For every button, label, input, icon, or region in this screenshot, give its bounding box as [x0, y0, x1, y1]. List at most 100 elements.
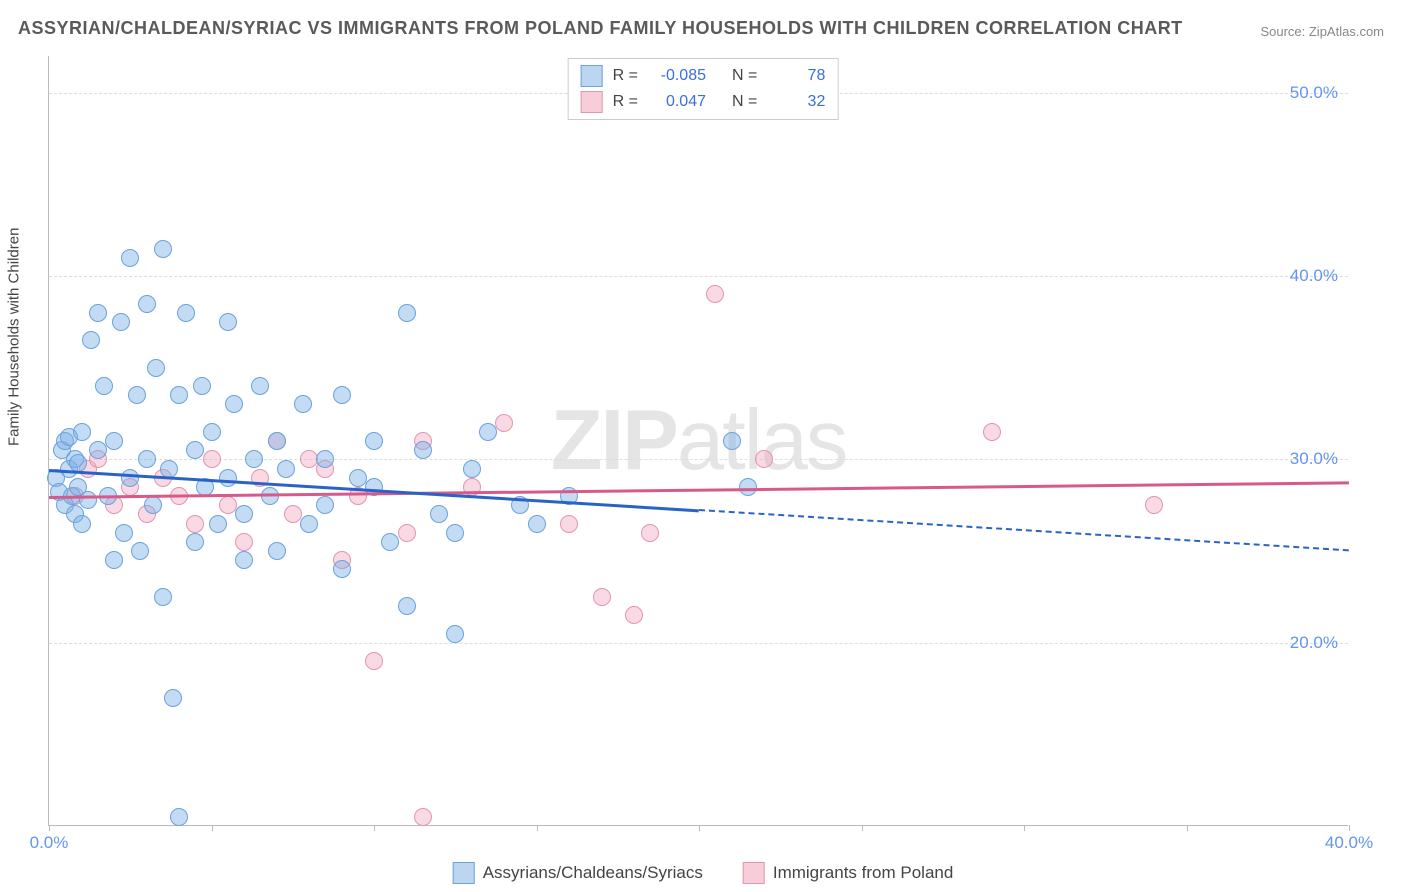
- scatter-point-blue: [723, 432, 741, 450]
- chart-title: ASSYRIAN/CHALDEAN/SYRIAC VS IMMIGRANTS F…: [18, 18, 1183, 39]
- watermark: ZIPatlas: [551, 392, 847, 490]
- scatter-point-blue: [89, 441, 107, 459]
- n-value-pink: 32: [767, 93, 825, 111]
- x-tick-mark: [862, 825, 863, 831]
- scatter-point-blue: [381, 533, 399, 551]
- scatter-point-blue: [316, 496, 334, 514]
- swatch-blue-icon: [453, 862, 475, 884]
- scatter-point-pink: [219, 496, 237, 514]
- x-tick-label: 40.0%: [1325, 833, 1373, 853]
- scatter-point-blue: [235, 505, 253, 523]
- scatter-point-pink: [365, 652, 383, 670]
- swatch-pink-icon: [743, 862, 765, 884]
- r-value-blue: -0.085: [648, 67, 706, 85]
- scatter-point-blue: [268, 432, 286, 450]
- scatter-point-blue: [138, 295, 156, 313]
- scatter-point-pink: [706, 285, 724, 303]
- scatter-point-pink: [641, 524, 659, 542]
- scatter-point-blue: [430, 505, 448, 523]
- gridline: [49, 276, 1348, 277]
- scatter-point-blue: [446, 625, 464, 643]
- correlation-legend: R = -0.085 N = 78 R = 0.047 N = 32: [568, 58, 839, 120]
- source-attribution: Source: ZipAtlas.com: [1260, 24, 1384, 39]
- legend-item-blue: Assyrians/Chaldeans/Syriacs: [453, 862, 703, 884]
- scatter-point-blue: [219, 469, 237, 487]
- watermark-bold: ZIP: [551, 393, 677, 488]
- gridline: [49, 643, 1348, 644]
- legend-label-pink: Immigrants from Poland: [773, 863, 953, 883]
- scatter-point-blue: [138, 450, 156, 468]
- x-tick-mark: [1024, 825, 1025, 831]
- scatter-point-blue: [277, 460, 295, 478]
- scatter-point-blue: [89, 304, 107, 322]
- scatter-point-blue: [73, 515, 91, 533]
- scatter-point-blue: [294, 395, 312, 413]
- x-tick-mark: [212, 825, 213, 831]
- swatch-pink-icon: [581, 91, 603, 113]
- scatter-point-blue: [82, 331, 100, 349]
- series-legend: Assyrians/Chaldeans/Syriacs Immigrants f…: [453, 862, 954, 884]
- swatch-blue-icon: [581, 65, 603, 87]
- scatter-point-blue: [225, 395, 243, 413]
- scatter-point-blue: [365, 432, 383, 450]
- correlation-row-pink: R = 0.047 N = 32: [581, 89, 826, 115]
- scatter-point-blue: [528, 515, 546, 533]
- x-tick-mark: [49, 825, 50, 831]
- scatter-point-pink: [235, 533, 253, 551]
- scatter-point-blue: [131, 542, 149, 560]
- watermark-light: atlas: [677, 393, 847, 488]
- scatter-point-blue: [186, 533, 204, 551]
- scatter-point-blue: [446, 524, 464, 542]
- x-tick-mark: [537, 825, 538, 831]
- scatter-point-blue: [479, 423, 497, 441]
- scatter-point-blue: [69, 454, 87, 472]
- scatter-point-blue: [739, 478, 757, 496]
- scatter-point-pink: [495, 414, 513, 432]
- scatter-point-blue: [105, 432, 123, 450]
- scatter-point-blue: [300, 515, 318, 533]
- scatter-point-pink: [1145, 496, 1163, 514]
- scatter-point-pink: [414, 808, 432, 826]
- scatter-point-blue: [154, 588, 172, 606]
- n-label: N =: [732, 93, 757, 111]
- x-tick-mark: [699, 825, 700, 831]
- scatter-point-blue: [398, 597, 416, 615]
- r-label: R =: [613, 67, 638, 85]
- y-tick-label: 50.0%: [1290, 83, 1338, 103]
- correlation-row-blue: R = -0.085 N = 78: [581, 63, 826, 89]
- r-label: R =: [613, 93, 638, 111]
- scatter-point-blue: [160, 460, 178, 478]
- scatter-point-pink: [186, 515, 204, 533]
- y-tick-label: 30.0%: [1290, 449, 1338, 469]
- scatter-point-blue: [79, 491, 97, 509]
- legend-label-blue: Assyrians/Chaldeans/Syriacs: [483, 863, 703, 883]
- scatter-point-blue: [209, 515, 227, 533]
- scatter-point-pink: [560, 515, 578, 533]
- scatter-point-blue: [170, 808, 188, 826]
- scatter-plot-area: ZIPatlas 20.0%30.0%40.0%50.0%0.0%40.0%: [48, 56, 1348, 826]
- scatter-point-blue: [144, 496, 162, 514]
- scatter-point-blue: [121, 249, 139, 267]
- scatter-point-blue: [268, 542, 286, 560]
- n-label: N =: [732, 67, 757, 85]
- scatter-point-pink: [983, 423, 1001, 441]
- scatter-point-pink: [593, 588, 611, 606]
- x-tick-mark: [1187, 825, 1188, 831]
- scatter-point-pink: [398, 524, 416, 542]
- scatter-point-blue: [164, 689, 182, 707]
- y-axis-label: Family Households with Children: [6, 228, 23, 446]
- n-value-blue: 78: [767, 67, 825, 85]
- scatter-point-blue: [121, 469, 139, 487]
- scatter-point-blue: [414, 441, 432, 459]
- scatter-point-blue: [186, 441, 204, 459]
- trend-line: [699, 509, 1349, 551]
- y-tick-label: 40.0%: [1290, 266, 1338, 286]
- scatter-point-pink: [284, 505, 302, 523]
- scatter-point-pink: [203, 450, 221, 468]
- scatter-point-blue: [203, 423, 221, 441]
- scatter-point-blue: [349, 469, 367, 487]
- scatter-point-blue: [245, 450, 263, 468]
- scatter-point-blue: [235, 551, 253, 569]
- scatter-point-blue: [398, 304, 416, 322]
- x-tick-label: 0.0%: [30, 833, 69, 853]
